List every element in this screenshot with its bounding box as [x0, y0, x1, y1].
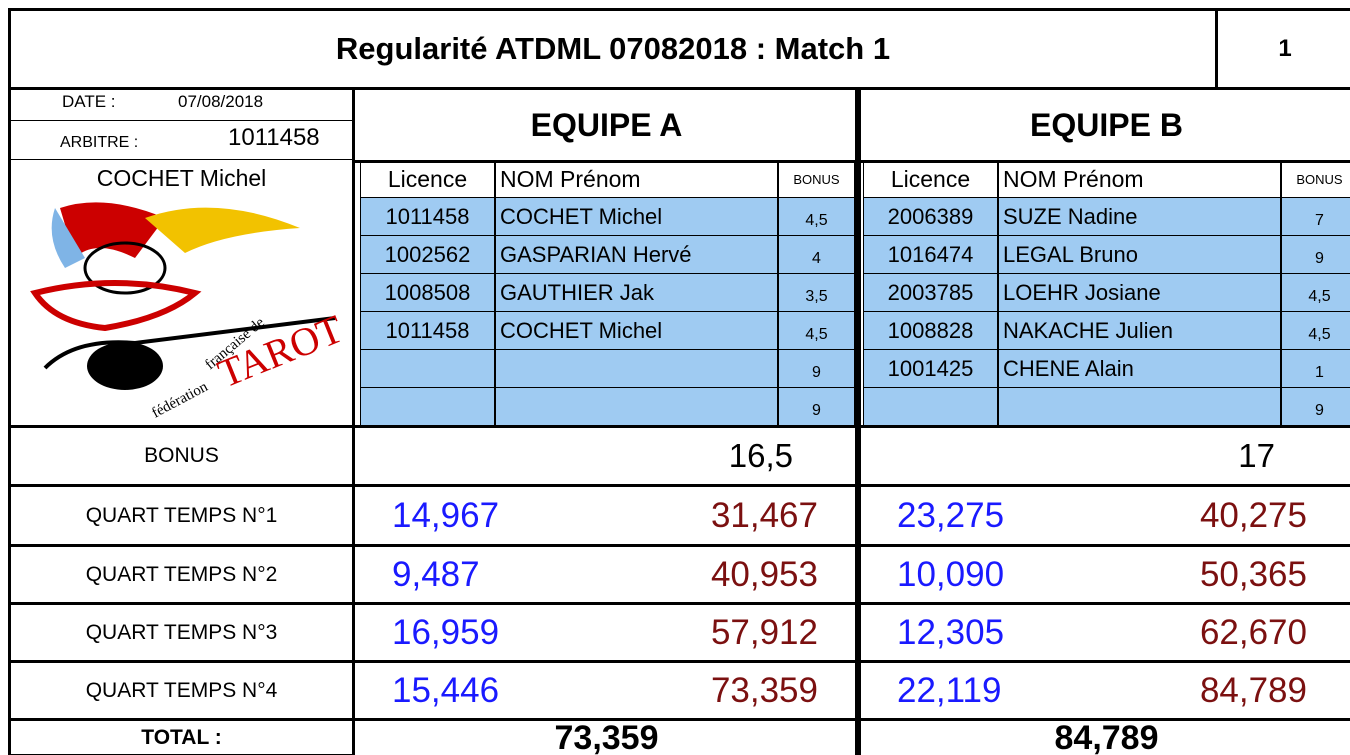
bonus-total: 17 — [855, 425, 1350, 487]
player-cell: COCHET Michel — [495, 197, 778, 236]
player-cell: 9 — [778, 387, 855, 426]
player-cell: 9 — [1281, 387, 1350, 426]
quarter-cumulative: 40,275 — [1087, 484, 1307, 547]
player-cell — [863, 387, 998, 426]
quarter-cumulative: 31,467 — [598, 484, 818, 547]
quarter-score: 16,959 — [392, 602, 592, 663]
player-cell: CHENE Alain — [998, 349, 1281, 388]
date: 07/08/2018 — [178, 92, 263, 112]
bonus-total: 16,5 — [352, 425, 861, 487]
quarter-cumulative: 57,912 — [598, 602, 818, 663]
logo-ruff — [35, 283, 195, 328]
quarter-score: 15,446 — [392, 660, 592, 721]
team-total: 73,359 — [352, 718, 861, 755]
player-cell: 1011458 — [360, 311, 495, 350]
quarter-cumulative: 84,789 — [1087, 660, 1307, 721]
quarter-score: 9,487 — [392, 544, 592, 605]
team-total: 84,789 — [855, 718, 1350, 755]
player-cell — [360, 349, 495, 388]
sheet: Regularité ATDML 07082018 : Match 1 1 DA… — [0, 0, 1350, 755]
player-cell: 1008508 — [360, 273, 495, 312]
player-cell — [495, 387, 778, 426]
team-name: EQUIPE A — [352, 87, 861, 163]
player-cell: 2003785 — [863, 273, 998, 312]
player-cell: 1 — [1281, 349, 1350, 388]
column-header: Licence — [360, 160, 495, 198]
quarter-score: 10,090 — [897, 544, 1097, 605]
player-cell: 7 — [1281, 197, 1350, 236]
player-cell: GAUTHIER Jak — [495, 273, 778, 312]
player-cell — [360, 387, 495, 426]
row-label: TOTAL : — [8, 718, 355, 755]
column-header: NOM Prénom — [998, 160, 1281, 198]
player-cell: 4 — [778, 235, 855, 274]
row-label: QUART TEMPS N°4 — [8, 660, 355, 721]
player-cell: LOEHR Josiane — [998, 273, 1281, 312]
column-header: Licence — [863, 160, 998, 198]
player-cell: 1008828 — [863, 311, 998, 350]
quarter-score: 23,275 — [897, 484, 1097, 547]
player-cell — [495, 349, 778, 388]
logo: fédération française de TAROT — [15, 198, 350, 424]
quarter-cumulative: 40,953 — [598, 544, 818, 605]
player-cell: 3,5 — [778, 273, 855, 312]
player-cell: COCHET Michel — [495, 311, 778, 350]
player-cell: 1016474 — [863, 235, 998, 274]
quarter-cumulative: 50,365 — [1087, 544, 1307, 605]
quarter-cumulative: 73,359 — [598, 660, 818, 721]
player-cell: 1002562 — [360, 235, 495, 274]
referee-name: COCHET Michel — [10, 160, 353, 197]
logo-feather — [145, 208, 300, 253]
player-cell: 4,5 — [778, 311, 855, 350]
title: Regularité ATDML 07082018 : Match 1 — [8, 8, 1218, 90]
player-cell: 4,5 — [1281, 311, 1350, 350]
player-cell: LEGAL Bruno — [998, 235, 1281, 274]
logo-text: TAROT — [212, 306, 350, 396]
row-label: QUART TEMPS N°1 — [8, 484, 355, 547]
player-cell: SUZE Nadine — [998, 197, 1281, 236]
player-cell — [998, 387, 1281, 426]
row-label: BONUS — [8, 425, 355, 487]
player-cell: 9 — [1281, 235, 1350, 274]
team-name: EQUIPE B — [855, 87, 1350, 163]
column-header: BONUS — [778, 160, 855, 198]
player-cell: NAKACHE Julien — [998, 311, 1281, 350]
quarter-score: 22,119 — [897, 660, 1097, 721]
logo-guitar — [87, 342, 163, 390]
referee-licence: 1011458 — [228, 124, 320, 152]
logo-text: fédération — [149, 379, 211, 422]
player-cell: 9 — [778, 349, 855, 388]
date-label: DATE : — [62, 92, 116, 112]
player-cell: 2006389 — [863, 197, 998, 236]
quarter-cumulative: 62,670 — [1087, 602, 1307, 663]
row-label: QUART TEMPS N°3 — [8, 602, 355, 663]
row-label: QUART TEMPS N°2 — [8, 544, 355, 605]
player-cell: 4,5 — [1281, 273, 1350, 312]
player-cell: 1011458 — [360, 197, 495, 236]
quarter-score: 14,967 — [392, 484, 592, 547]
column-header: NOM Prénom — [495, 160, 778, 198]
player-cell: 4,5 — [778, 197, 855, 236]
player-cell: GASPARIAN Hervé — [495, 235, 778, 274]
column-header: BONUS — [1281, 160, 1350, 198]
player-cell: 1001425 — [863, 349, 998, 388]
match-number: 1 — [1215, 8, 1350, 90]
quarter-score: 12,305 — [897, 602, 1097, 663]
